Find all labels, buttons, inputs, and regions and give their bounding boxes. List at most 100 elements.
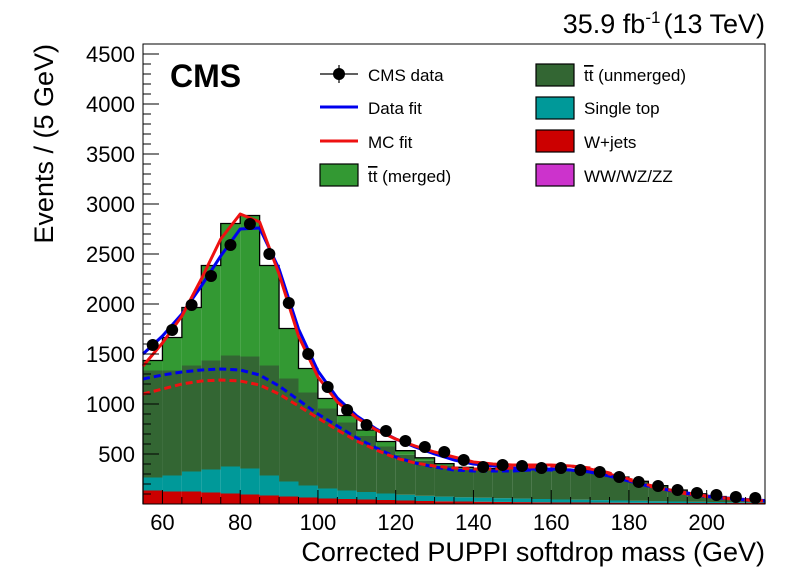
data-point: [322, 381, 334, 393]
bar-w-jets: [376, 500, 395, 504]
bar-single-top: [357, 492, 376, 500]
bar-single-top: [512, 499, 531, 503]
x-tick-label: 140: [455, 510, 492, 535]
bar-w-jets: [551, 503, 570, 504]
data-point: [555, 462, 567, 474]
bar-single-top: [493, 498, 512, 502]
bar-tt-merged: [376, 442, 395, 447]
bar-single-top: [162, 476, 181, 492]
data-point: [672, 484, 684, 496]
data-point: [361, 419, 373, 431]
bar-single-top: [318, 489, 337, 499]
data-point: [244, 218, 256, 230]
x-tick-label: 160: [533, 510, 570, 535]
bar-single-top: [590, 500, 609, 503]
bar-w-jets: [512, 502, 531, 503]
data-point: [574, 464, 586, 476]
bar-w-jets: [415, 501, 434, 504]
bar-w-jets: [201, 493, 220, 504]
legend-label-data-fit: Data fit: [368, 99, 422, 118]
bar-w-jets: [454, 502, 473, 504]
bar-single-top: [396, 495, 415, 501]
bar-w-jets: [687, 503, 706, 504]
cms-label: CMS: [170, 58, 241, 94]
legend-item-diboson: WW/WZ/ZZ: [536, 164, 673, 186]
bar-single-top: [687, 502, 706, 503]
lumi-label: 35.9 fb-1 (13 TeV): [563, 8, 765, 39]
data-point: [458, 454, 470, 466]
bar-single-top: [551, 500, 570, 503]
legend-label-data: CMS data: [368, 66, 444, 85]
y-axis-label: Events / (5 GeV): [29, 44, 59, 244]
y-tick-label: 2000: [86, 292, 135, 317]
data-point: [691, 487, 703, 499]
bar-w-jets: [240, 495, 259, 504]
data-point: [166, 324, 178, 336]
data-point: [730, 491, 742, 503]
data-point: [224, 239, 236, 251]
y-tick-label: 4000: [86, 92, 135, 117]
bar-single-top: [260, 476, 279, 496]
bar-w-jets: [143, 491, 162, 504]
x-tick-label: 60: [150, 510, 174, 535]
data-point: [186, 299, 198, 311]
bar-single-top: [571, 500, 590, 503]
bar-w-jets: [337, 499, 356, 504]
data-point: [613, 471, 625, 483]
bar-w-jets: [396, 501, 415, 504]
bar-w-jets: [357, 500, 376, 504]
x-tick-label: 180: [611, 510, 648, 535]
data-point: [710, 489, 722, 501]
x-tick-label: 100: [300, 510, 337, 535]
bar-single-top: [707, 502, 726, 503]
bar-w-jets: [610, 503, 629, 504]
bar-tt-merged: [182, 308, 201, 366]
data-point: [633, 476, 645, 488]
legend-item-tt-unmerged: tt (unmerged): [536, 64, 686, 86]
bar-w-jets: [668, 503, 687, 504]
data-point: [419, 441, 431, 453]
legend-label-diboson: WW/WZ/ZZ: [584, 167, 673, 186]
legend-item-mc-fit: MC fit: [320, 133, 413, 152]
data-point: [497, 459, 509, 471]
bar-tt-unmerged: [512, 469, 531, 499]
bar-single-top: [454, 497, 473, 501]
legend-label-wjets: W+jets: [584, 133, 636, 152]
data-point: [749, 492, 761, 504]
data-point: [380, 425, 392, 437]
y-tick-label: 3000: [86, 192, 135, 217]
y-tick-label: 500: [98, 442, 135, 467]
data-point: [477, 461, 489, 473]
bar-single-top: [337, 491, 356, 500]
data-point: [341, 404, 353, 416]
bar-single-top: [182, 472, 201, 492]
legend-label-single-top: Single top: [584, 99, 660, 118]
bar-tt-unmerged: [260, 366, 279, 476]
legend-item-single-top: Single top: [536, 97, 660, 119]
bar-tt-merged: [162, 338, 181, 371]
legend-marker-data: [333, 68, 345, 80]
bar-tt-unmerged: [493, 469, 512, 498]
bar-single-top: [221, 467, 240, 494]
bar-single-top: [473, 498, 492, 502]
bar-single-top: [415, 496, 434, 501]
legend-label-tt-merged: tt (merged): [368, 167, 451, 186]
bar-tt-unmerged: [473, 469, 492, 498]
bar-single-top: [376, 494, 395, 501]
y-tick-label: 1500: [86, 342, 135, 367]
legend-item-tt-merged: tt (merged): [320, 164, 451, 186]
bar-tt-unmerged: [201, 361, 220, 470]
data-point: [302, 348, 314, 360]
bar-single-top: [201, 470, 220, 493]
bar-w-jets: [590, 503, 609, 504]
bar-w-jets: [182, 492, 201, 504]
bar-single-top: [629, 501, 648, 503]
bar-tt-unmerged: [279, 379, 298, 482]
bar-tt-merged: [260, 266, 279, 366]
bar-single-top: [648, 501, 667, 503]
bar-tt-unmerged: [454, 468, 473, 497]
data-point: [535, 462, 547, 474]
bar-single-top: [240, 469, 259, 495]
data-point: [516, 460, 528, 472]
bar-single-top: [610, 501, 629, 503]
